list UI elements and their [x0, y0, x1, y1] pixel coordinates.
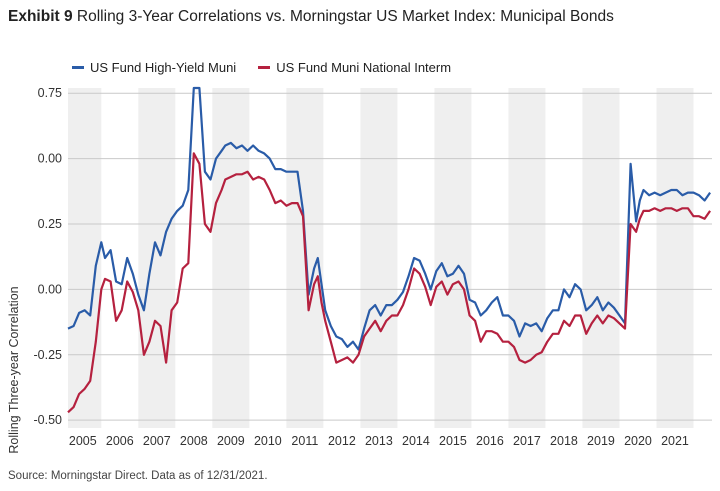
y-tick-label: -0.50	[34, 413, 63, 427]
x-tick-label-2014: 2014	[402, 434, 430, 448]
legend-item-national-interm: US Fund Muni National Interm	[258, 60, 451, 75]
x-tick-label-2018: 2018	[550, 434, 578, 448]
y-tick-label: 0.25	[38, 217, 62, 231]
y-tick-label: 0.00	[38, 282, 62, 296]
exhibit-label: Exhibit 9	[8, 8, 73, 25]
legend-swatch-red	[258, 66, 271, 69]
year-band-2013	[360, 88, 398, 428]
y-tick-label: 0.75	[38, 86, 62, 100]
title-text: Rolling 3-Year Correlations vs. Mornings…	[76, 8, 614, 25]
series-lines	[67, 86, 712, 414]
year-band-2007	[138, 88, 176, 428]
x-tick-label-2008: 2008	[180, 434, 208, 448]
x-tick-label-2017: 2017	[513, 434, 541, 448]
x-tick-label-2011: 2011	[291, 434, 318, 448]
year-band-2009	[212, 88, 250, 428]
chart-title: Exhibit 9 Rolling 3-Year Correlations vs…	[8, 8, 614, 26]
x-tick-label-2020: 2020	[624, 434, 652, 448]
x-tick-label-2015: 2015	[439, 434, 467, 448]
x-tick-labels: 2005 2006 2007 2008 2009 2010 2011 2012 2013 2014…	[69, 434, 689, 448]
y-tick-labels: 0.75 0.00 0.25 0.00 -0.25 -0.50	[34, 86, 63, 427]
year-band-2015	[434, 88, 472, 428]
legend-item-high-yield: US Fund High-Yield Muni	[72, 60, 236, 75]
x-tick-label-2009: 2009	[217, 434, 245, 448]
legend-swatch-blue	[72, 66, 84, 69]
x-tick-label-2007: 2007	[143, 434, 171, 448]
x-tick-label-2005: 2005	[69, 434, 97, 448]
series-line-muni-national-interm	[67, 152, 712, 414]
x-tick-label-2016: 2016	[476, 434, 504, 448]
legend: US Fund High-Yield Muni US Fund Muni Nat…	[72, 60, 451, 75]
legend-label-national-interm: US Fund Muni National Interm	[276, 60, 452, 75]
y-axis-label: Rolling Three-year Correlation	[7, 286, 21, 453]
x-tick-label-2010: 2010	[254, 434, 282, 448]
x-tick-label-2006: 2006	[106, 434, 134, 448]
x-tick-label-2021: 2021	[661, 434, 689, 448]
x-tick-label-2019: 2019	[587, 434, 615, 448]
y-tick-label: 0.00	[38, 152, 62, 166]
source-note: Source: Morningstar Direct. Data as of 1…	[8, 470, 268, 482]
x-tick-label-2012: 2012	[328, 434, 356, 448]
year-band-2021	[656, 88, 694, 428]
y-tick-label: -0.25	[34, 348, 63, 362]
legend-label-high-yield: US Fund High-Yield Muni	[90, 60, 237, 75]
series-line-high-yield-muni	[67, 86, 712, 351]
year-band-2019	[582, 88, 620, 428]
year-bands	[68, 88, 694, 428]
x-tick-label-2013: 2013	[365, 434, 393, 448]
grid-lines	[68, 92, 712, 421]
year-band-2017	[508, 88, 546, 428]
year-band-2005	[68, 88, 102, 428]
